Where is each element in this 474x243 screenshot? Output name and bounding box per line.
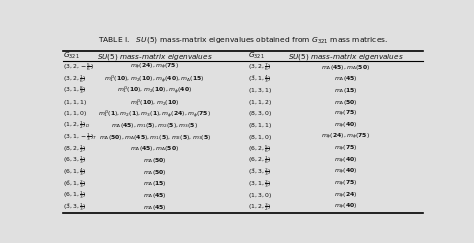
Text: $(1, 3, 1)$: $(1, 3, 1)$ xyxy=(248,86,273,95)
Text: $m_{\phi}(\mathbf{40})$: $m_{\phi}(\mathbf{40})$ xyxy=(334,167,357,177)
Text: $(3, 1, \frac{8}{3})$: $(3, 1, \frac{8}{3})$ xyxy=(63,85,87,96)
Text: $(6, 1, \frac{1}{3})$: $(6, 1, \frac{1}{3})$ xyxy=(63,190,87,201)
Text: $(\bar{3}, 3, \frac{1}{3})$: $(\bar{3}, 3, \frac{1}{3})$ xyxy=(63,201,87,213)
Text: $m_{\phi}(\mathbf{24}),m_{\phi}(\mathbf{75})$: $m_{\phi}(\mathbf{24}),m_{\phi}(\mathbf{… xyxy=(321,132,370,142)
Text: $SU(5)$ mass-matrix eigenvalues: $SU(5)$ mass-matrix eigenvalues xyxy=(97,51,213,62)
Text: $(\bar{3}, 1, \frac{4}{3})$: $(\bar{3}, 1, \frac{4}{3})$ xyxy=(248,73,272,85)
Text: $(3, 1, \frac{2}{3})$: $(3, 1, \frac{2}{3})$ xyxy=(248,178,272,190)
Text: $m_{\Delta}(\mathbf{45})$: $m_{\Delta}(\mathbf{45})$ xyxy=(143,191,167,200)
Text: $(3, 2, -\frac{5}{6})$: $(3, 2, -\frac{5}{6})$ xyxy=(63,61,94,73)
Text: $m_{\phi}(\mathbf{40})$: $m_{\phi}(\mathbf{40})$ xyxy=(334,120,357,130)
Text: $(6, 2, \frac{1}{6})$: $(6, 2, \frac{1}{6})$ xyxy=(248,155,272,166)
Text: $(3, 2, \frac{1}{6})$: $(3, 2, \frac{1}{6})$ xyxy=(63,73,87,85)
Text: $m_1^G(\mathbf{10}),m_2(\mathbf{10}),m_{\phi}(\mathbf{40})$: $m_1^G(\mathbf{10}),m_2(\mathbf{10}),m_{… xyxy=(117,85,192,96)
Text: $m_{\Delta}(\mathbf{45})$: $m_{\Delta}(\mathbf{45})$ xyxy=(334,74,358,83)
Text: $(6, 1, \frac{4}{3})$: $(6, 1, \frac{4}{3})$ xyxy=(63,166,87,178)
Text: $m_1^G(\mathbf{1}),m_2(\mathbf{1}),m_3(\mathbf{1}),m_{\phi}(\mathbf{24}),m_{\phi: $m_1^G(\mathbf{1}),m_2(\mathbf{1}),m_3(\… xyxy=(98,108,211,120)
Text: $(1, 1, 0)$: $(1, 1, 0)$ xyxy=(63,109,87,118)
Text: $m_1^G(\mathbf{10}),m_2(\mathbf{10}),m_{\phi}(\mathbf{40}),m_{\Delta}(\mathbf{15: $m_1^G(\mathbf{10}),m_2(\mathbf{10}),m_{… xyxy=(104,73,205,85)
Text: $m_{\Delta}(\mathbf{45})$: $m_{\Delta}(\mathbf{45})$ xyxy=(143,203,167,212)
Text: $(1, 1, 1)$: $(1, 1, 1)$ xyxy=(63,98,87,107)
Text: $(\bar{6}, 1, \frac{2}{3})$: $(\bar{6}, 1, \frac{2}{3})$ xyxy=(63,178,87,190)
Text: $m_{\Delta}(\mathbf{50})$: $m_{\Delta}(\mathbf{50})$ xyxy=(334,98,358,107)
Text: $m_{\phi}(\mathbf{24}),m_{\phi}(\mathbf{75})$: $m_{\phi}(\mathbf{24}),m_{\phi}(\mathbf{… xyxy=(130,62,179,72)
Text: $m_{\Delta}(\mathbf{45}),m_{\Delta}(\mathbf{50})$: $m_{\Delta}(\mathbf{45}),m_{\Delta}(\mat… xyxy=(321,63,370,72)
Text: $G_{321}$: $G_{321}$ xyxy=(63,51,80,61)
Text: $(\bar{3}, 3, \frac{2}{3})$: $(\bar{3}, 3, \frac{2}{3})$ xyxy=(248,166,272,178)
Text: $(8, 2, \frac{1}{2})$: $(8, 2, \frac{1}{2})$ xyxy=(63,143,87,155)
Text: $m_{\phi}(\mathbf{75})$: $m_{\phi}(\mathbf{75})$ xyxy=(334,179,357,189)
Text: $m_1^G(\mathbf{10}),m_2(\mathbf{10})$: $m_1^G(\mathbf{10}),m_2(\mathbf{10})$ xyxy=(130,97,180,108)
Text: $(1, 2, \frac{1}{2})_D$: $(1, 2, \frac{1}{2})_D$ xyxy=(63,120,91,131)
Text: $m_{\phi}(\mathbf{75})$: $m_{\phi}(\mathbf{75})$ xyxy=(334,144,357,154)
Text: $(1, 1, 2)$: $(1, 1, 2)$ xyxy=(248,98,273,107)
Text: $m_{\phi}(\mathbf{75})$: $m_{\phi}(\mathbf{75})$ xyxy=(334,109,357,119)
Text: $m_{\Delta}(\mathbf{50})$: $m_{\Delta}(\mathbf{50})$ xyxy=(143,168,167,177)
Text: $SU(5)$ mass-matrix eigenvalues: $SU(5)$ mass-matrix eigenvalues xyxy=(288,51,404,62)
Text: $(6, 3, \frac{1}{3})$: $(6, 3, \frac{1}{3})$ xyxy=(63,155,87,166)
Text: $m_{\Delta}(\mathbf{45}),m_1(\mathbf{5}),m_2(\mathbf{5}),m_3(\mathbf{5})$: $m_{\Delta}(\mathbf{45}),m_1(\mathbf{5})… xyxy=(111,121,198,130)
Text: $(6, 2, \frac{5}{6})$: $(6, 2, \frac{5}{6})$ xyxy=(248,143,272,155)
Text: $m_{\Delta}(\mathbf{50}),m_{\Delta}(\mathbf{45}),m_1(\mathbf{5}),m_2(\mathbf{5}): $m_{\Delta}(\mathbf{50}),m_{\Delta}(\mat… xyxy=(99,133,211,142)
Text: $m_{\phi}(\mathbf{24})$: $m_{\phi}(\mathbf{24})$ xyxy=(334,190,357,200)
Text: TABLE I.   $SU(5)$ mass-matrix eigenvalues obtained from $G_{321}$ mass matrices: TABLE I. $SU(5)$ mass-matrix eigenvalues… xyxy=(98,35,388,45)
Text: $m_{\phi}(\mathbf{40})$: $m_{\phi}(\mathbf{40})$ xyxy=(334,202,357,212)
Text: $m_{\Delta}(\mathbf{50})$: $m_{\Delta}(\mathbf{50})$ xyxy=(143,156,167,165)
Text: $G_{321}$: $G_{321}$ xyxy=(248,51,265,61)
Text: $m_{\phi}(\mathbf{40})$: $m_{\phi}(\mathbf{40})$ xyxy=(334,155,357,165)
Text: $(8, 3, 0)$: $(8, 3, 0)$ xyxy=(248,109,273,118)
Text: $(8, 1, 1)$: $(8, 1, 1)$ xyxy=(248,121,273,130)
Text: $(1, 3, 0)$: $(1, 3, 0)$ xyxy=(248,191,273,200)
Text: $m_{\Delta}(\mathbf{15})$: $m_{\Delta}(\mathbf{15})$ xyxy=(334,86,358,95)
Text: $m_{\Delta}(\mathbf{45}),m_{\Delta}(\mathbf{50})$: $m_{\Delta}(\mathbf{45}),m_{\Delta}(\mat… xyxy=(130,144,179,153)
Text: $(8, 1, 0)$: $(8, 1, 0)$ xyxy=(248,133,273,142)
Text: $(1, 2, \frac{3}{2})$: $(1, 2, \frac{3}{2})$ xyxy=(248,201,272,213)
Text: $(3, 2, \frac{7}{6})$: $(3, 2, \frac{7}{6})$ xyxy=(248,61,272,73)
Text: $(3, 1, -\frac{1}{3})_T$: $(3, 1, -\frac{1}{3})_T$ xyxy=(63,131,98,143)
Text: $m_{\Delta}(\mathbf{15})$: $m_{\Delta}(\mathbf{15})$ xyxy=(143,179,167,188)
